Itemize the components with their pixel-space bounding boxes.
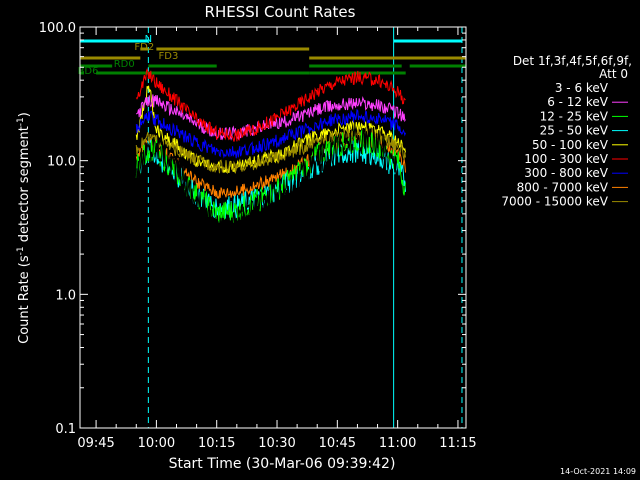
x-tick-label: 10:45 bbox=[319, 436, 356, 451]
y-tick-label: 1.0 bbox=[55, 288, 76, 303]
series-line bbox=[135, 108, 406, 159]
x-tick-label: 10:00 bbox=[138, 436, 175, 451]
flag-bar-label: FD3 bbox=[159, 51, 179, 62]
y-axis: 0.1 1.0 10.0 100.0 bbox=[39, 21, 466, 437]
x-tick-label: 11:15 bbox=[439, 436, 476, 451]
legend-title: Det 1f,3f,4f,5f,6f,9f, bbox=[513, 54, 632, 68]
legend-subtitle: Att 0 bbox=[599, 67, 628, 81]
legend-entry-label: 7000 - 15000 keV bbox=[501, 195, 608, 209]
series-line bbox=[135, 94, 406, 141]
legend-entry-label: 100 - 300 keV bbox=[524, 152, 608, 166]
footer-timestamp: 14-Oct-2021 14:09 bbox=[560, 467, 636, 476]
chart-title: RHESSI Count Rates bbox=[205, 3, 356, 21]
x-tick-label: 09:45 bbox=[77, 436, 114, 451]
x-tick-label: 11:00 bbox=[379, 436, 416, 451]
legend-entry-label: 50 - 100 keV bbox=[532, 138, 609, 152]
legend-entry-label: 3 - 6 keV bbox=[555, 81, 609, 95]
y-tick-label: 0.1 bbox=[55, 422, 76, 437]
flag-bar-label: N bbox=[145, 34, 152, 45]
legend-entry-label: 800 - 7000 keV bbox=[517, 180, 609, 194]
legend-entry-label: 25 - 50 keV bbox=[540, 124, 609, 138]
y-tick-label: 10.0 bbox=[47, 155, 76, 170]
flag-bar-label: FD2 bbox=[134, 42, 154, 53]
flag-bar-label: RD0 bbox=[114, 59, 135, 70]
legend-entry-label: 6 - 12 keV bbox=[547, 95, 609, 109]
x-tick-label: 10:15 bbox=[198, 436, 235, 451]
x-axis-label: Start Time (30-Mar-06 09:39:42) bbox=[169, 456, 396, 472]
series-line bbox=[135, 124, 406, 247]
series-line bbox=[135, 128, 406, 174]
x-tick-label: 10:30 bbox=[258, 436, 295, 451]
legend-entry-label: 12 - 25 keV bbox=[540, 109, 609, 123]
flag-bar-label: BD6 bbox=[78, 66, 99, 77]
legend: Det 1f,3f,4f,5f,6f,9f, Att 0 3 - 6 keV6 … bbox=[501, 54, 632, 209]
y-tick-label: 100.0 bbox=[39, 21, 76, 36]
plot-frame bbox=[79, 26, 467, 429]
legend-entry-label: 300 - 800 keV bbox=[524, 166, 608, 180]
y-axis-label: Count Rate (s-1 detector segment-1) bbox=[16, 112, 32, 344]
x-axis: 09:45 10:00 10:15 10:30 10:45 11:00 11:15 bbox=[77, 27, 477, 451]
series-line bbox=[135, 67, 406, 142]
